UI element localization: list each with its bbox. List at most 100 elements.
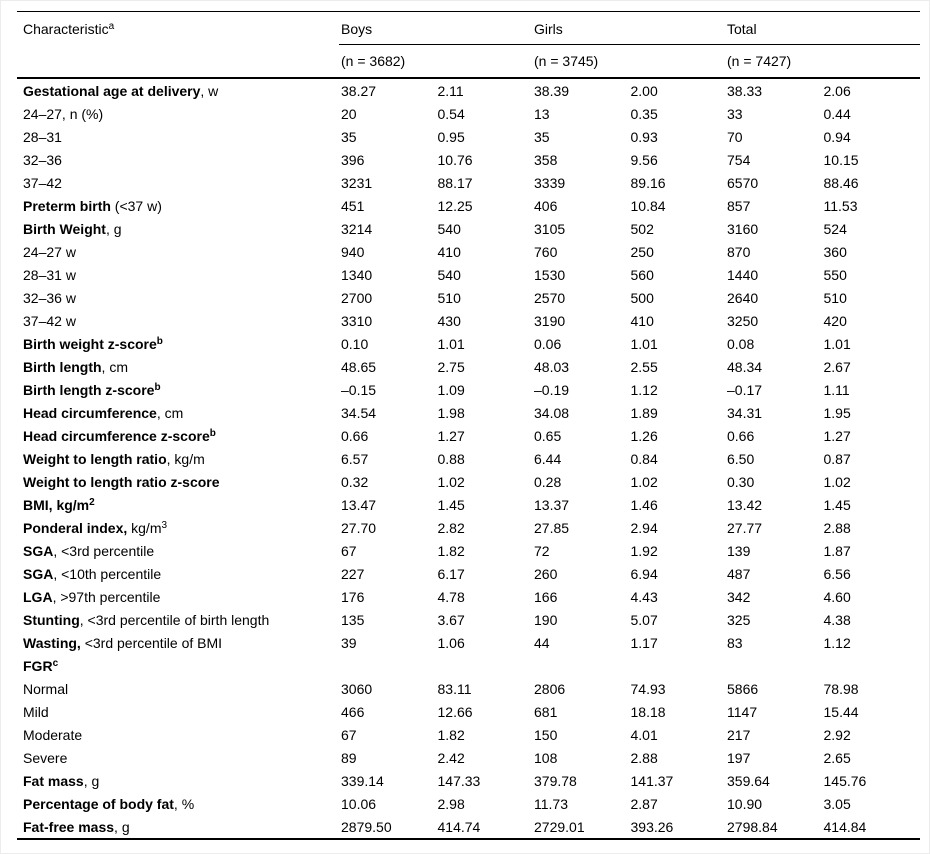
table-cell: 500 — [630, 289, 654, 306]
table-row: Percentage of body fat, % 10.06 2.98 11.73… — [17, 792, 920, 815]
table-cell: 3060 — [341, 680, 373, 697]
row-label-rest: , g — [114, 818, 130, 835]
table-cell: 20 — [341, 105, 357, 122]
sample-size-boys: (n = 3682) — [341, 53, 406, 69]
table-cell: 2.11 — [437, 82, 464, 99]
table-cell: 166 — [534, 588, 558, 605]
row-label-bold: Weight to length ratio z-score — [23, 473, 220, 490]
table-row: 28–31 w 1340 540 1530 560 1440 550 — [17, 263, 920, 286]
table-cell: 4.43 — [630, 588, 658, 605]
table-cell: 1.27 — [823, 427, 851, 444]
table-cell: 3190 — [534, 312, 566, 329]
table-row: Head circumference, cm 34.54 1.98 34.08 1.8… — [17, 401, 920, 424]
table-cell: 325 — [727, 611, 751, 628]
row-label-rest: , cm — [156, 404, 184, 421]
table-row: 24–27, n (%) 20 0.54 13 0.35 33 0.44 — [17, 102, 920, 125]
table-cell: 5.07 — [630, 611, 658, 628]
table-cell: 1.01 — [630, 335, 658, 352]
table-cell: 13.47 — [341, 496, 377, 513]
table-cell: 414.74 — [437, 818, 481, 835]
table-cell: 2.98 — [437, 795, 465, 812]
table-cell: 6.17 — [437, 565, 465, 582]
table-cell: 1.02 — [437, 473, 465, 490]
table-cell: 135 — [341, 611, 365, 628]
table-cell: 190 — [534, 611, 558, 628]
table-cell: –0.19 — [534, 381, 570, 398]
row-label-rest: 37–42 — [23, 174, 62, 191]
table-row: Ponderal index, kg/m3 27.70 2.82 27.85 2.94… — [17, 516, 920, 539]
row-label-rest: , kg/m — [166, 450, 205, 467]
table-cell: 487 — [727, 565, 751, 582]
table-cell: 67 — [341, 726, 357, 743]
row-label: SGA, <10th percentile — [17, 567, 341, 581]
table-cell: 2879.50 — [341, 818, 392, 835]
row-label: Head circumference z-scoreb — [17, 429, 341, 443]
table-cell: 410 — [630, 312, 654, 329]
table-cell: 0.28 — [534, 473, 562, 490]
table-cell: 0.94 — [823, 128, 851, 145]
table-cell: 1.92 — [630, 542, 658, 559]
table-cell: 1.26 — [630, 427, 658, 444]
row-label: Severe — [17, 751, 341, 765]
row-label: Percentage of body fat, % — [17, 797, 341, 811]
table-cell: 2806 — [534, 680, 566, 697]
table-cell: 0.65 — [534, 427, 562, 444]
table-cell: 1.12 — [823, 634, 851, 651]
row-label-bold: Weight to length ratio — [23, 450, 167, 467]
table-cell: 2.75 — [437, 358, 465, 375]
row-label-bold: SGA — [23, 565, 54, 582]
row-label-bold-superscript: b — [209, 428, 216, 439]
row-label-rest: 37–42 w — [23, 312, 76, 329]
row-label-rest: 24–27, n (%) — [23, 105, 104, 122]
group-header-row: Characteristica Boys Girls Total — [17, 12, 920, 45]
table-cell: 48.34 — [727, 358, 763, 375]
group-header-boys: Boys — [341, 20, 373, 37]
table-cell: 1.11 — [823, 381, 850, 398]
row-label: 24–27, n (%) — [17, 107, 341, 121]
sample-size-total: (n = 7427) — [727, 53, 792, 69]
table-cell: 1.01 — [437, 335, 465, 352]
row-label-rest: , w — [200, 82, 219, 99]
table-cell: 6.57 — [341, 450, 369, 467]
table-cell: 147.33 — [437, 772, 481, 789]
table-cell: 34.08 — [534, 404, 570, 421]
row-label-rest: , g — [83, 772, 100, 789]
table-cell: 0.93 — [630, 128, 658, 145]
row-label-bold: Stunting — [23, 611, 80, 628]
table-cell: 4.60 — [823, 588, 851, 605]
row-label-rest: kg/m — [127, 519, 162, 536]
table-cell: 430 — [437, 312, 461, 329]
table-cell: 12.25 — [437, 197, 473, 214]
table-cell: 1.89 — [630, 404, 658, 421]
table-cell: 6.94 — [630, 565, 658, 582]
table-cell: 6570 — [727, 174, 759, 191]
table-cell: 48.03 — [534, 358, 570, 375]
table-cell: 34.31 — [727, 404, 763, 421]
table-cell: 2.88 — [630, 749, 658, 766]
row-label: 28–31 w — [17, 268, 341, 282]
row-label: SGA, <3rd percentile — [17, 544, 341, 558]
row-label: Fat-free mass, g — [17, 820, 341, 834]
table-row: Normal 3060 83.11 2806 74.93 5866 78.98 — [17, 677, 920, 700]
table-cell: 150 — [534, 726, 558, 743]
row-label-rest: , <10th percentile — [53, 565, 162, 582]
table-cell: 10.76 — [437, 151, 473, 168]
table-cell: 2.67 — [823, 358, 851, 375]
table-row: 37–42 w 3310 430 3190 410 3250 420 — [17, 309, 920, 332]
table-row: FGRc — [17, 654, 920, 677]
table-row: Weight to length ratio, kg/m 6.57 0.88 6.4… — [17, 447, 920, 470]
table-row: Birth weight z-scoreb 0.10 1.01 0.06 1.01 0.… — [17, 332, 920, 355]
row-label-rest: Mild — [23, 703, 49, 720]
table-cell: 502 — [630, 220, 654, 237]
table-cell: 2798.84 — [727, 818, 778, 835]
table-row: LGA, >97th percentile 176 4.78 166 4.43 342 4… — [17, 585, 920, 608]
sample-size-girls: (n = 3745) — [534, 53, 599, 69]
table-cell: 227 — [341, 565, 365, 582]
table-cell: 1.95 — [823, 404, 851, 421]
table-cell: 38.33 — [727, 82, 763, 99]
table-cell: 393.26 — [630, 818, 674, 835]
table-cell: 1147 — [727, 703, 758, 720]
table-cell: 4.01 — [630, 726, 658, 743]
table-cell: 2.65 — [823, 749, 851, 766]
table-cell: 9.56 — [630, 151, 658, 168]
